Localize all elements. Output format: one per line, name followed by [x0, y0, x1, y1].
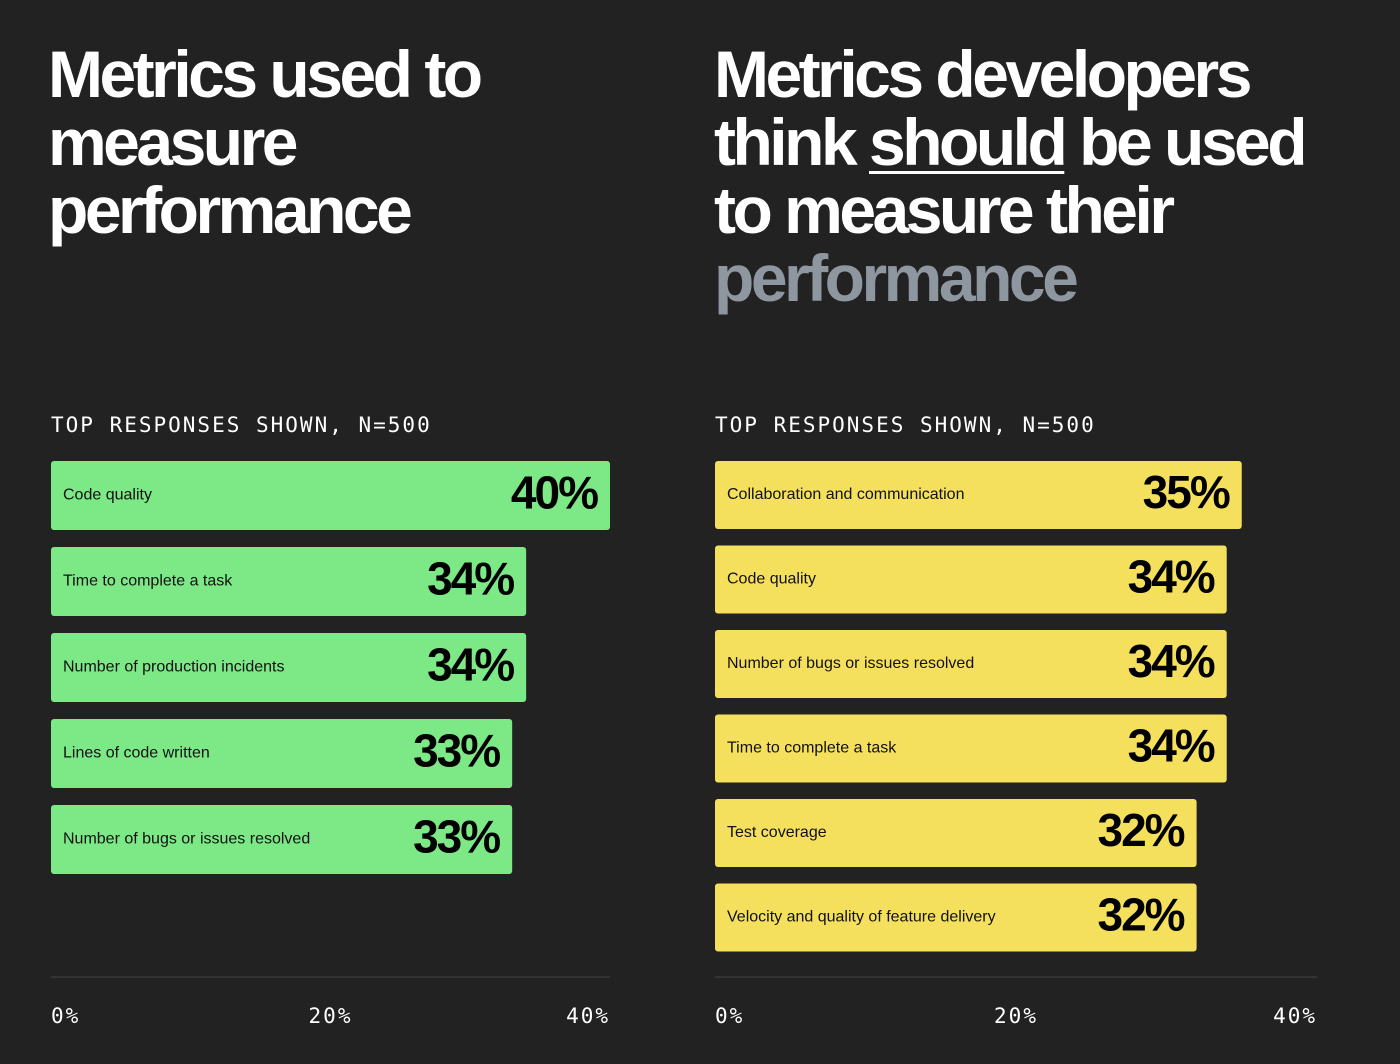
- bar: [715, 883, 1197, 952]
- value-label: 34%: [427, 553, 514, 605]
- bar-label: Collaboration and communication: [727, 486, 964, 503]
- bar: [715, 545, 1227, 614]
- bar-label: Number of production incidents: [63, 659, 284, 676]
- title-part: performance: [714, 241, 1079, 315]
- value-label: 34%: [1128, 551, 1215, 603]
- value-label: 32%: [1098, 889, 1185, 941]
- bar-label: Number of bugs or issues resolved: [727, 655, 974, 672]
- subtitle: TOP RESPONSES SHOWN, N=500: [715, 413, 1096, 437]
- bar: [715, 630, 1227, 698]
- bar: [715, 714, 1227, 783]
- bar: [51, 805, 513, 874]
- x-tick-label: 0%: [51, 1004, 80, 1028]
- title-part: Metrics developers think: [714, 37, 1252, 179]
- x-tick-label: 20%: [309, 1004, 353, 1028]
- title-part: should: [869, 105, 1068, 179]
- x-tick-label: 0%: [715, 1004, 744, 1028]
- x-tick-label: 40%: [566, 1004, 610, 1028]
- value-label: 40%: [511, 467, 598, 519]
- bar-label: Lines of code written: [63, 745, 210, 762]
- chart-title: Metrics developers think should be used …: [714, 40, 1354, 312]
- value-label: 35%: [1143, 466, 1230, 518]
- value-label: 33%: [413, 811, 500, 863]
- value-label: 33%: [413, 725, 500, 777]
- bar-label: Time to complete a task: [63, 573, 233, 590]
- bar-label: Code quality: [727, 571, 816, 588]
- subtitle: TOP RESPONSES SHOWN, N=500: [51, 413, 432, 437]
- bar-label: Number of bugs or issues resolved: [63, 831, 310, 848]
- bar: [715, 799, 1197, 867]
- bar-label: Code quality: [63, 487, 152, 504]
- bar: [51, 719, 513, 788]
- bar-label: Test coverage: [727, 824, 827, 841]
- x-tick-label: 20%: [994, 1004, 1038, 1028]
- bar-label: Time to complete a task: [727, 740, 897, 757]
- x-tick-label: 40%: [1273, 1004, 1317, 1028]
- chart-title: Metrics used to measure performance: [48, 37, 483, 247]
- bar: [51, 633, 527, 702]
- bar: [51, 461, 610, 530]
- value-label: 34%: [427, 639, 514, 691]
- value-label: 34%: [1128, 635, 1215, 687]
- bar: [715, 461, 1242, 529]
- value-label: 34%: [1128, 720, 1215, 772]
- value-label: 32%: [1098, 804, 1185, 856]
- title-part: be used to measure their: [714, 105, 1308, 247]
- bar: [51, 547, 527, 616]
- bar-label: Velocity and quality of feature delivery: [727, 909, 996, 926]
